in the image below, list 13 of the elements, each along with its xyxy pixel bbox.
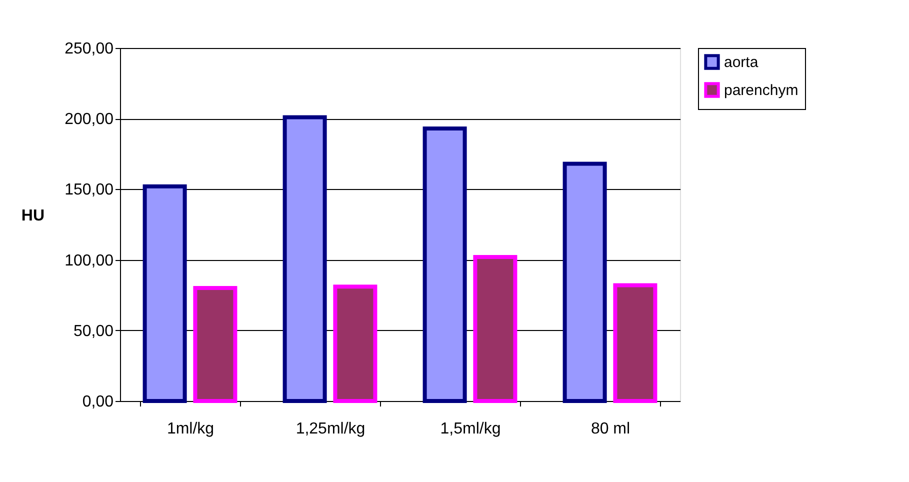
x-tick-label: 80 ml xyxy=(590,420,630,438)
x-tick-label: 1,25ml/kg xyxy=(296,420,366,438)
y-tick-label: 250,00 xyxy=(64,40,114,58)
y-tick-label: 0,00 xyxy=(82,394,114,410)
legend-label: parenchym xyxy=(724,82,798,99)
y-tick-label: 50,00 xyxy=(73,322,114,340)
y-tick-label: 200,00 xyxy=(64,111,114,128)
x-tick-label: 1,5ml/kg xyxy=(440,420,501,438)
y-tick-label: 150,00 xyxy=(64,182,114,199)
y-tick-label: 100,00 xyxy=(64,252,114,270)
x-tick-label: 1ml/kg xyxy=(166,420,214,438)
y-axis-title: HU xyxy=(21,208,44,224)
legend-label: aorta xyxy=(724,54,759,71)
